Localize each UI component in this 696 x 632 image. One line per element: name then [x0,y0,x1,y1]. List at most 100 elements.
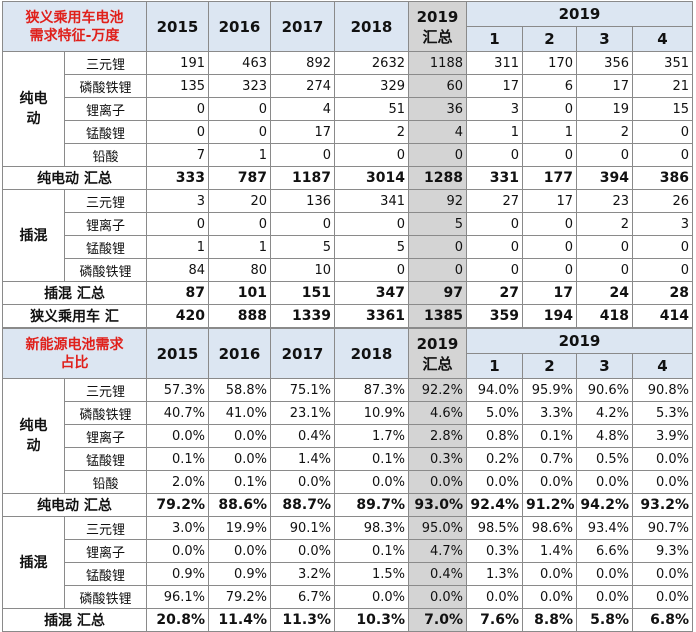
data-row: 纯电动三元锂 57.3% 58.8% 75.1% 87.3% 92.2% 94.0% 95.9… [2,378,693,494]
line: 狭义乘用车电池 [25,9,124,26]
cell-value: 0 [466,235,523,259]
cell-value: 7 [146,143,209,167]
cell-value: 1 [466,120,523,144]
group-label: 纯电动 [2,51,65,167]
data-row: 磷酸铁锂 84 80 10 0 0 0 0 0 0 [3,258,693,282]
total-value: 386 [632,166,693,190]
month-header: 4 [632,353,693,379]
cell-value: 19 [576,97,633,121]
cell-value: 0.0% [576,562,633,586]
cell-value: 92.2% [408,378,467,402]
cell-value: 0 [632,258,693,282]
cell-value: 0 [632,143,693,167]
cell-value: 1 [208,235,271,259]
row-label: 磷酸铁锂 [64,258,147,282]
cell-value: 1 [208,143,271,167]
grand-total-value: 1339 [270,304,335,328]
data-row: 锂离子 0 0 4 51 36 3 0 19 15 [3,97,693,121]
cell-value: 0.0% [408,470,467,494]
cell-value: 0.5% [576,447,633,471]
cell-value: 135 [146,74,209,98]
cell-value: 0 [334,212,409,236]
year-total-header: 2019 汇总 [408,1,467,52]
cell-value: 95.9% [522,378,577,402]
total-value: 17 [522,281,577,305]
cell-value: 0 [146,212,209,236]
cell-value: 0.0% [270,470,335,494]
row-label: 锂离子 [64,424,147,448]
row-label: 三元锂 [64,189,147,213]
group-label: 纯电动 [2,378,65,494]
total-value: 333 [146,166,209,190]
cell-value: 5.3% [632,401,693,425]
cell-value: 3 [632,212,693,236]
cell-value: 0.1% [522,424,577,448]
data-row: 插混 三元锂 3.0% 19.9% 90.1% 98.3% 95.0% 98.5% 98.6% 9… [2,516,693,609]
cell-value: 4.6% [408,401,467,425]
cell-value: 1.3% [466,562,523,586]
cell-value: 0 [408,235,467,259]
total-value: 87 [146,281,209,305]
cell-value: 20 [208,189,271,213]
cell-value: 2 [576,212,633,236]
cell-value: 0.0% [208,447,271,471]
row-label: 锰酸锂 [64,562,147,586]
cell-value: 0 [408,143,467,167]
cell-value: 5.0% [466,401,523,425]
table-title: 狭义乘用车电池 需求特征-万度 [2,1,147,52]
cell-value: 0 [466,143,523,167]
total-value: 151 [270,281,335,305]
cell-value: 75.1% [270,378,335,402]
total-row: 纯电动 汇总 333 787 1187 3014 1288 331 177 394 386 [2,166,693,190]
cell-value: 51 [334,97,409,121]
cell-value: 0.1% [334,447,409,471]
cell-value: 0 [334,258,409,282]
cell-value: 0 [576,235,633,259]
cell-value: 79.2% [208,585,271,609]
cell-value: 0.0% [466,585,523,609]
cell-value: 40.7% [146,401,209,425]
total-value: 89.7% [334,493,409,517]
data-row: 锂离子 0 0 0 0 5 0 0 2 3 [3,212,693,236]
total-value: 6.8% [632,608,693,632]
cell-value: 9.3% [632,539,693,563]
total-label: 插混 汇总 [2,608,147,632]
cell-value: 60 [408,74,467,98]
total-value: 331 [466,166,523,190]
data-table: 新能源电池需求 占比 2015 2016 2017 2018 2019 汇总 2019 1 2 3 4 纯… [2,328,693,632]
cell-value: 21 [632,74,693,98]
month-header: 4 [632,26,693,52]
total-value: 177 [522,166,577,190]
grand-total-value: 359 [466,304,523,328]
total-value: 97 [408,281,467,305]
cell-value: 0 [146,97,209,121]
total-value: 1187 [270,166,335,190]
cell-value: 0.0% [408,585,467,609]
cell-value: 0.3% [408,447,467,471]
year-header: 2015 [146,1,209,52]
cell-value: 90.8% [632,378,693,402]
row-label: 三元锂 [64,378,147,402]
cell-value: 23 [576,189,633,213]
total-value: 8.8% [522,608,577,632]
cell-value: 0.0% [632,470,693,494]
cell-value: 323 [208,74,271,98]
line: 纯电 [19,91,48,107]
cell-value: 0.2% [466,447,523,471]
total-value: 347 [334,281,409,305]
cell-value: 0.4% [408,562,467,586]
cell-value: 0 [270,143,335,167]
line: 汇总 [422,27,453,46]
cell-value: 0.0% [576,585,633,609]
line: 2019 [416,334,459,353]
cell-value: 0.0% [208,424,271,448]
data-row: 锂离子 0.0% 0.0% 0.4% 1.7% 2.8% 0.8% 0.1% 4.8% 3.9% [3,424,693,448]
table-title: 新能源电池需求 占比 [2,328,147,379]
cell-value: 1188 [408,51,467,75]
cell-value: 4.8% [576,424,633,448]
cell-value: 80 [208,258,271,282]
cell-value: 23.1% [270,401,335,425]
cell-value: 87.3% [334,378,409,402]
